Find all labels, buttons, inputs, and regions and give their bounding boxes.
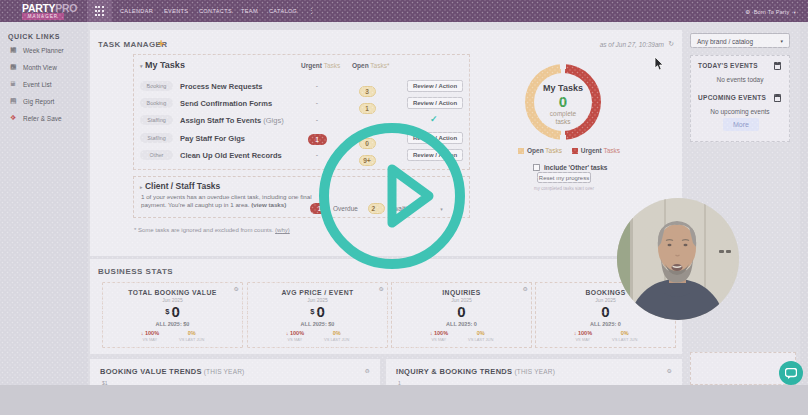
nav-team[interactable]: TEAM <box>241 8 258 14</box>
task-name: Process New Requests <box>180 82 263 91</box>
why-link[interactable]: (why) <box>275 227 290 233</box>
include-other-tasks[interactable]: Include 'Other' tasks <box>533 156 607 165</box>
gear-icon[interactable]: ⚙ <box>667 367 672 374</box>
partypro-logo[interactable]: PARTYPRO MANAGER <box>22 3 77 20</box>
todays-events-empty: No events today <box>691 76 789 83</box>
task-tag: Staffing <box>140 115 173 125</box>
scrollbar-track[interactable] <box>800 22 808 385</box>
mouse-cursor <box>654 57 664 71</box>
nav-contacts[interactable]: CONTACTS <box>199 8 232 14</box>
gear-icon[interactable]: ⚙ <box>365 367 370 374</box>
task-row: Booking Send Confirmation Forms - 1 Revi… <box>134 97 469 110</box>
grid-icon <box>95 6 105 16</box>
sidebar-item-refer-save[interactable]: ❖Refer & Save <box>10 114 62 122</box>
quick-links-sidebar: QUICK LINKS ▦Week Planner ▦Month View ≣E… <box>0 22 88 385</box>
nav-catalog[interactable]: CATALOG <box>269 8 297 14</box>
open-tasks-swatch <box>518 148 524 154</box>
stat-inquiries: ⚙ INQUIRIES Jun 2025 0 ALL 2025: 0 ↓ 100… <box>391 282 532 348</box>
video-play-button[interactable] <box>314 118 470 274</box>
checkbox[interactable] <box>533 164 540 171</box>
sidebar-item-event-list[interactable]: ≣Event List <box>10 80 52 88</box>
task-name: Send Confirmation Forms <box>180 99 272 108</box>
task-name: Pay Staff For Gigs <box>180 134 245 143</box>
client-staff-title: ▸ Client / Staff Tasks <box>140 181 220 191</box>
stat-total-booking-value: ⚙ TOTAL BOOKING VALUE Jun 2025 $0 ALL 20… <box>102 282 243 348</box>
stat-avg-price: ⚙ AVG PRICE / EVENT Jun 2025 $0 ALL 2025… <box>247 282 388 348</box>
chat-widget-button[interactable] <box>779 361 803 385</box>
gear-icon[interactable]: ⚙ <box>523 285 528 292</box>
nav-calendar[interactable]: CALENDAR <box>120 8 153 14</box>
task-row: Booking Process New Requests - 3 Review … <box>134 80 469 93</box>
add-task-button[interactable]: + <box>158 37 164 49</box>
report-icon: ▤ <box>10 97 19 105</box>
calendar-month-icon: ▦ <box>10 63 19 71</box>
brand-catalog-dropdown[interactable]: Any brand / catalog ▾ <box>690 33 790 48</box>
gear-icon: ⚙ <box>745 9 751 15</box>
donut-legend: Open Tasks Urgent Tasks <box>505 147 625 154</box>
calendar-icon <box>774 62 781 70</box>
chat-icon <box>785 368 797 379</box>
panel-title: INQUIRY & BOOKING TRENDS (THIS YEAR) <box>396 367 555 376</box>
view-tasks-link[interactable]: (view tasks) <box>251 201 286 208</box>
donut-caption: complete <box>525 110 601 117</box>
top-navbar: PARTYPRO MANAGER CALENDAR EVENTS CONTACT… <box>0 0 808 22</box>
list-icon: ≣ <box>10 80 19 88</box>
task-name: Assign Staff To Events (Gigs) <box>180 116 284 125</box>
refresh-icon[interactable]: ↻ <box>668 40 674 48</box>
gear-icon[interactable]: ⚙ <box>234 285 239 292</box>
tasks-footnote: * Some tasks are ignored and excluded fr… <box>134 227 290 233</box>
open-count: 3 <box>355 80 379 98</box>
upcoming-events-empty: No upcoming events <box>691 108 789 115</box>
sidebar-item-week-planner[interactable]: ▦Week Planner <box>10 46 64 54</box>
todays-events-title: TODAY'S EVENTS <box>698 62 758 69</box>
open-column-header: Open Tasks* <box>352 62 389 69</box>
as-of-timestamp: as of Jun 27, 10:39am <box>600 41 664 48</box>
open-count: 1 <box>355 97 379 115</box>
inquiry-booking-trends-panel: INQUIRY & BOOKING TRENDS (THIS YEAR) ⚙ 1 <box>386 359 682 385</box>
axis-label: 1 <box>398 380 401 385</box>
reset-progress-button[interactable]: Reset my progress <box>537 172 591 183</box>
donut-title: My Tasks <box>525 83 601 93</box>
task-tag: Staffing <box>140 133 173 143</box>
my-tasks-title: ▾ My Tasks <box>140 60 185 70</box>
sidebar-title: QUICK LINKS <box>8 33 60 40</box>
panel-title: BOOKING VALUE TRENDS (THIS YEAR) <box>100 367 244 376</box>
urgent-column-header: Urgent Tasks <box>301 62 340 69</box>
review-action-button[interactable]: Review / Action <box>407 97 463 109</box>
task-name: Clean Up Old Event Records <box>180 151 282 160</box>
urgent-tasks-swatch <box>572 148 578 154</box>
app-window: PARTYPRO MANAGER CALENDAR EVENTS CONTACT… <box>0 0 808 385</box>
donut-caption: tasks <box>525 118 601 125</box>
nav-events[interactable]: EVENTS <box>164 8 188 14</box>
sidebar-item-month-view[interactable]: ▦Month View <box>10 63 57 71</box>
events-panel: TODAY'S EVENTS No events today UPCOMING … <box>690 55 790 142</box>
more-button[interactable]: More <box>723 118 759 131</box>
review-action-button[interactable]: Review / Action <box>407 80 463 92</box>
calendar-icon <box>774 94 781 102</box>
business-stats-title: BUSINESS STATS <box>98 267 173 276</box>
gear-icon[interactable]: ⚙ <box>379 285 384 292</box>
chevron-down-icon: ▾ <box>794 10 796 15</box>
urgent-count: - <box>302 82 332 89</box>
axis-label: $1 <box>102 380 108 385</box>
account-menu[interactable]: ⚙Born To Party▾ <box>745 8 796 15</box>
donut-value: 0 <box>525 93 601 110</box>
calendar-week-icon: ▦ <box>10 46 19 54</box>
apps-grid-button[interactable] <box>87 0 112 22</box>
gift-icon: ❖ <box>10 114 19 122</box>
nav-overflow-icon[interactable]: ⋮ <box>308 7 315 15</box>
upcoming-events-title: UPCOMING EVENTS <box>698 94 766 101</box>
client-staff-summary: 1 of your events has an overdue client t… <box>141 193 312 209</box>
task-tag: Booking <box>140 81 173 91</box>
sidebar-item-gig-report[interactable]: ▤Gig Report <box>10 97 54 105</box>
chevron-down-icon: ▾ <box>780 38 783 44</box>
task-tag: Booking <box>140 98 173 108</box>
task-tag: Other <box>140 150 173 160</box>
reset-note: my completed tasks start over <box>517 186 611 191</box>
urgent-count: - <box>302 99 332 106</box>
booking-value-trends-panel: BOOKING VALUE TRENDS (THIS YEAR) ⚙ $1 <box>90 359 380 385</box>
presenter-webcam-video <box>616 197 740 321</box>
